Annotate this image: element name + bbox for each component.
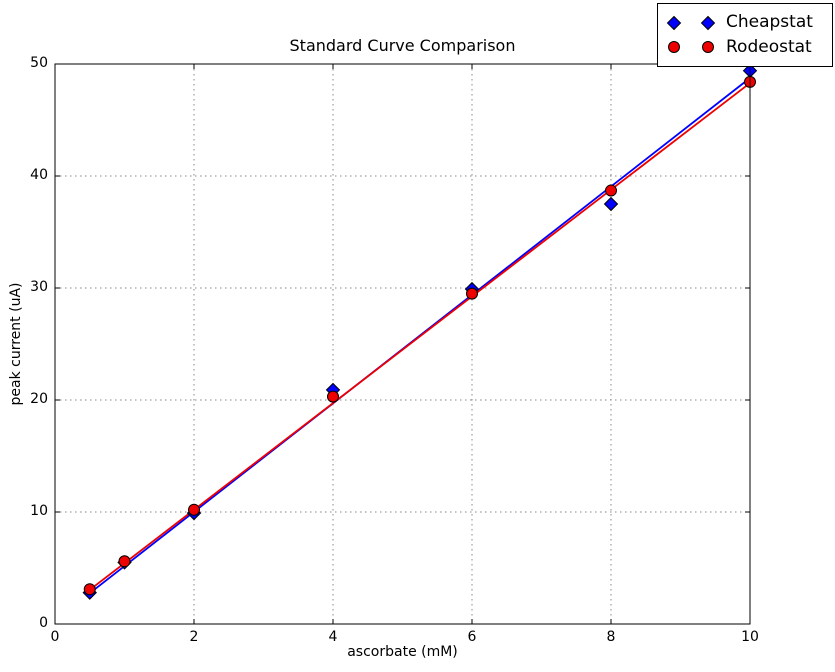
x-tick-label: 4 <box>328 629 338 645</box>
chart-title: Standard Curve Comparison <box>289 36 516 55</box>
legend-item-cheapstat: Cheapstat <box>666 13 824 32</box>
y-tick-label: 40 <box>30 167 48 183</box>
legend-item-rodeostat: Rodeostat <box>666 38 824 57</box>
y-axis-label: peak current (uA) <box>8 282 24 406</box>
x-tick-label: 8 <box>606 629 616 645</box>
diamond-marker-icon <box>666 15 716 31</box>
y-tick-label: 30 <box>30 279 48 295</box>
x-tick-label: 2 <box>189 629 199 645</box>
legend-label-cheapstat: Cheapstat <box>726 12 813 33</box>
y-tick-label: 0 <box>39 615 48 631</box>
x-axis-label: ascorbate (mM) <box>347 644 458 660</box>
y-tick-label: 50 <box>30 55 48 71</box>
circle-marker-icon <box>666 39 716 55</box>
y-tick-label: 10 <box>30 503 48 519</box>
legend-label-rodeostat: Rodeostat <box>726 37 812 57</box>
x-tick-label: 0 <box>50 629 60 645</box>
y-tick-label: 20 <box>30 391 48 407</box>
x-tick-label: 6 <box>467 629 477 645</box>
legend: Cheapstat Rodeostat <box>657 3 833 67</box>
x-tick-label: 10 <box>741 629 759 645</box>
